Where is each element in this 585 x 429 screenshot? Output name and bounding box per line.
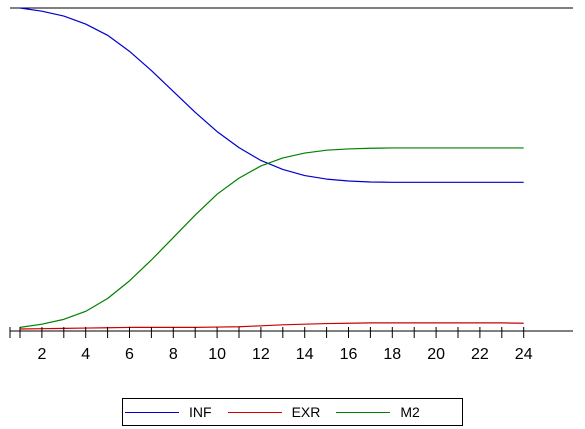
legend-item-exr: EXR xyxy=(227,404,321,420)
legend-item-m2: M2 xyxy=(336,404,420,420)
x-tick-label: 12 xyxy=(252,346,270,363)
x-tick-label: 10 xyxy=(208,346,226,363)
x-tick-label: 18 xyxy=(383,346,401,363)
legend-swatch xyxy=(227,411,282,413)
x-tick-label: 20 xyxy=(427,346,445,363)
series-line-inf xyxy=(19,7,524,183)
legend-swatch xyxy=(336,411,391,413)
legend: INF EXR M2 xyxy=(122,398,463,426)
line-chart: 2 4 6 8 10 12 14 16 18 20 22 24 xyxy=(9,7,573,363)
x-tick-label: 2 xyxy=(37,346,46,363)
legend-label: M2 xyxy=(400,404,420,420)
x-tick-label: 14 xyxy=(296,346,314,363)
series-line-exr xyxy=(19,322,524,330)
legend-item-inf: INF xyxy=(125,404,212,420)
series-line-m2 xyxy=(19,147,524,328)
x-tick-label: 6 xyxy=(125,346,134,363)
legend-label: INF xyxy=(189,404,212,420)
legend-label: EXR xyxy=(291,404,321,420)
x-tick-label: 22 xyxy=(471,346,489,363)
x-tick-label: 24 xyxy=(515,346,533,363)
x-tick-label: 16 xyxy=(340,346,358,363)
x-tick-label: 8 xyxy=(169,346,178,363)
legend-swatch xyxy=(125,411,179,413)
x-tick-label: 4 xyxy=(81,346,90,363)
